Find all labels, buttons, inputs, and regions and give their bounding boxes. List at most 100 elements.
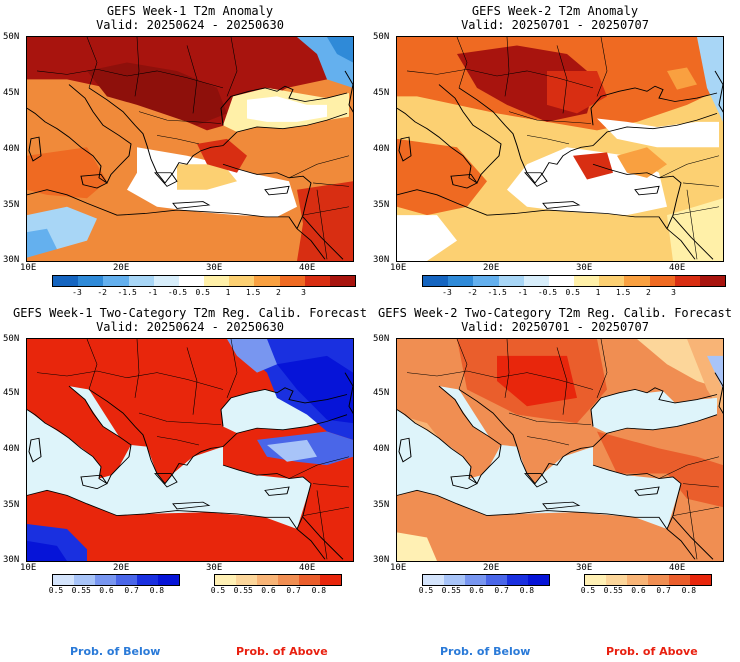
lat-label: 50N: [373, 32, 390, 42]
lon-label: 10E: [20, 263, 37, 273]
colorbar-swatch: [674, 276, 700, 286]
colorbar-swatch: [574, 276, 600, 286]
colorbar-tick-label: 0.5: [48, 586, 64, 595]
panel-title: GEFS Week-1 Two-Category T2m Reg. Calib.…: [12, 306, 367, 320]
colorbar-tick-label: -2: [97, 288, 107, 297]
prob-of-above-label: Prob. of Above: [236, 645, 328, 658]
colorbar-swatch: [669, 575, 690, 585]
colorbar-tick-label: -1: [517, 288, 528, 297]
prob-below-colorbar: [422, 574, 550, 586]
colorbar-tick-label: 0.5: [418, 586, 434, 595]
colorbar-swatch: [279, 276, 305, 286]
lon-label: 40E: [669, 563, 686, 573]
colorbar-tick-label: 0.55: [233, 586, 253, 595]
colorbar-tick-label: 0.6: [99, 586, 114, 595]
colorbar-tick-label: 0.6: [631, 586, 646, 595]
lon-label: 30E: [576, 563, 593, 573]
colorbar-swatch: [648, 575, 669, 585]
colorbar-tick-label: 1: [225, 288, 231, 297]
colorbar-swatch: [465, 575, 486, 585]
colorbar-swatch: [423, 276, 449, 286]
prob-of-below-label: Prob. of Below: [440, 645, 531, 658]
lat-label: 30N: [373, 255, 390, 265]
colorbar-tick-label: -3: [442, 288, 452, 297]
colorbar-swatch: [444, 575, 465, 585]
lat-label: 35N: [3, 500, 20, 510]
colorbar-swatch: [606, 575, 627, 585]
colorbar-tick-label: 0.8: [519, 586, 535, 595]
colorbar-swatch: [690, 575, 711, 585]
lon-label: 30E: [576, 263, 593, 273]
colorbar-swatch: [204, 276, 230, 286]
lat-label: 45N: [373, 388, 390, 398]
anomaly-colorbar: [422, 275, 726, 287]
colorbar-swatch: [257, 575, 278, 585]
colorbar-tick-label: 3: [671, 288, 676, 297]
prob-above-colorbar: [584, 574, 712, 586]
colorbar-tick-label: 1.5: [615, 288, 631, 297]
panel-valid-dates: Valid: 20250624 - 20250630: [96, 320, 284, 334]
colorbar-swatch: [215, 575, 236, 585]
colorbar-tick-label: 0.5: [580, 586, 596, 595]
colorbar-tick-label: 1: [595, 288, 601, 297]
colorbar-swatch: [116, 575, 137, 585]
colorbar-tick-label: 0.5: [210, 586, 226, 595]
colorbar-swatch: [329, 276, 356, 286]
colorbar-tick-label: 1.5: [245, 288, 261, 297]
lon-label: 20E: [483, 563, 500, 573]
colorbar-tick-label: 0.5: [195, 288, 210, 297]
colorbar-tick-label: -0.5: [537, 288, 558, 297]
colorbar-swatch: [78, 276, 104, 286]
anomaly-map: [26, 36, 354, 262]
lon-label: 30E: [206, 263, 223, 273]
lon-label: 40E: [299, 263, 316, 273]
colorbar-tick-label: 2: [646, 288, 651, 297]
colorbar-tick-label: 0.7: [656, 586, 671, 595]
lat-label: 45N: [3, 88, 20, 98]
panel-title: GEFS Week-2 T2m Anomaly: [471, 4, 639, 18]
colorbar-swatch: [53, 276, 79, 286]
lat-label: 50N: [3, 32, 20, 42]
colorbar-swatch: [423, 575, 444, 585]
lat-label: 40N: [373, 144, 390, 154]
prob-above-colorbar: [214, 574, 342, 586]
colorbar-tick-label: 0.6: [469, 586, 484, 595]
colorbar-tick-label: 3: [301, 288, 306, 297]
lat-label: 30N: [3, 555, 20, 565]
colorbar-swatch: [103, 276, 129, 286]
colorbar-tick-label: 0.8: [149, 586, 165, 595]
colorbar-tick-label: -1.5: [117, 288, 137, 297]
colorbar-swatch: [320, 575, 341, 585]
colorbar-swatch: [178, 276, 205, 286]
colorbar-tick-label: -0.5: [167, 288, 188, 297]
prob-below-colorbar: [52, 574, 180, 586]
colorbar-tick-label: 0.8: [681, 586, 697, 595]
colorbar-tick-label: 0.55: [71, 586, 91, 595]
colorbar-swatch: [624, 276, 650, 286]
lon-label: 10E: [390, 563, 407, 573]
panel-valid-dates: Valid: 20250701 - 20250707: [461, 320, 649, 334]
lat-label: 40N: [3, 144, 20, 154]
colorbar-tick-label: -1.5: [487, 288, 507, 297]
colorbar-swatch: [95, 575, 116, 585]
colorbar-tick-label: 0.7: [494, 586, 509, 595]
prob-of-above-label: Prob. of Above: [606, 645, 698, 658]
colorbar-swatch: [699, 276, 726, 286]
colorbar-swatch: [299, 575, 320, 585]
colorbar-swatch: [304, 276, 330, 286]
colorbar-tick-label: -2: [467, 288, 477, 297]
colorbar-tick-label: 0.55: [603, 586, 623, 595]
lon-label: 10E: [20, 563, 37, 573]
colorbar-tick-label: 0.6: [261, 586, 276, 595]
lon-label: 20E: [483, 263, 500, 273]
colorbar-swatch: [137, 575, 158, 585]
colorbar-swatch: [53, 575, 74, 585]
lat-label: 40N: [3, 444, 20, 454]
colorbar-swatch: [229, 276, 255, 286]
colorbar-swatch: [599, 276, 625, 286]
colorbar-tick-label: 0.7: [286, 586, 301, 595]
colorbar-tick-label: 0.5: [565, 288, 580, 297]
colorbar-tick-label: 0.55: [441, 586, 461, 595]
lat-label: 50N: [3, 334, 20, 344]
colorbar-swatch: [523, 276, 549, 286]
